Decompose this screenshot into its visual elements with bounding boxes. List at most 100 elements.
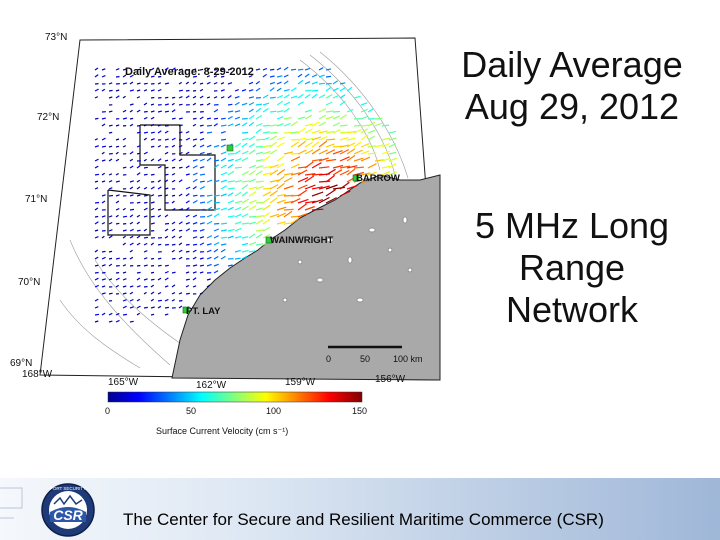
current-vector [101,278,106,281]
current-vector [108,131,113,134]
current-vector [283,172,294,176]
current-vector [136,89,141,92]
current-vector [122,145,127,148]
current-vector [388,162,397,169]
current-vector [220,89,225,92]
current-vector [122,137,127,141]
current-vector [115,158,120,162]
current-vector [339,181,350,190]
current-vector [122,271,127,274]
current-vector [367,163,377,169]
current-vector [199,242,205,246]
current-vector [185,222,191,225]
current-vector [325,138,336,141]
current-vector [108,320,113,323]
current-vector [227,158,234,162]
current-vector [269,87,275,92]
current-vector [171,284,176,288]
current-vector [171,144,176,148]
current-vector [262,102,270,106]
current-vector [213,117,219,120]
current-vector [101,271,106,274]
current-vector [199,222,205,225]
land-lakes [282,216,413,303]
current-vector [283,185,294,190]
current-vector [388,157,397,162]
current-vector [192,256,197,260]
current-vector [206,199,213,204]
current-vector [227,215,235,218]
current-vector [101,180,106,183]
current-vector [94,207,99,211]
current-vector [276,67,282,71]
current-vector [220,193,227,197]
current-vector [339,87,346,92]
current-vector [192,285,197,288]
current-vector [241,131,249,134]
current-vector [199,236,205,239]
current-vector [108,194,114,197]
current-vector [157,158,162,162]
current-vector [143,291,147,295]
current-vector [164,159,169,162]
current-vector [157,110,163,113]
current-vector [206,249,212,253]
current-vector [255,165,264,169]
footer-band [0,478,720,540]
current-vector [283,94,290,99]
current-vector [199,292,204,295]
scale-label-0: 0 [326,354,331,364]
current-vector [283,222,293,225]
current-vector [129,89,135,92]
current-vector [213,235,219,239]
current-vector [311,130,321,134]
current-vector [213,248,219,253]
current-vector [101,68,106,71]
current-vector [115,172,119,176]
current-vector [290,141,299,148]
current-vector [94,298,99,302]
current-vector [339,165,351,169]
current-vector [157,124,162,127]
current-vector [339,100,346,106]
current-vector [143,186,148,190]
current-vector [136,277,141,281]
current-vector [290,121,298,127]
current-vector [136,201,141,204]
current-vector [129,103,134,106]
current-vector [150,145,155,148]
current-vector [178,145,183,148]
current-vector [143,82,148,85]
current-vector [136,264,141,267]
current-vector [94,201,100,204]
current-vector [311,93,318,99]
current-vector [297,149,307,155]
current-vector [234,236,242,239]
current-vector [297,116,306,120]
current-vector [122,229,127,232]
current-vector [115,151,119,155]
current-vector [220,185,227,190]
current-vector [262,67,268,71]
place-label-wainwright: WAINWRIGHT [270,235,334,246]
current-vector [318,121,326,127]
current-vector [213,81,218,85]
current-vector [143,201,148,204]
current-vector [381,165,391,169]
current-vector [220,236,228,239]
current-vector [199,257,204,260]
current-vector [262,94,269,99]
current-vector [185,200,190,204]
colorbar-tick-0: 0 [105,406,110,416]
current-vector [360,156,371,162]
current-vector [129,74,134,78]
current-vector [115,319,120,323]
current-vector-field [94,66,397,323]
current-vector [192,221,198,225]
current-vector [220,243,227,246]
current-vector [220,68,225,71]
current-vector [346,108,354,113]
current-vector [332,87,339,92]
current-vector [115,68,120,71]
current-vector [108,263,113,267]
